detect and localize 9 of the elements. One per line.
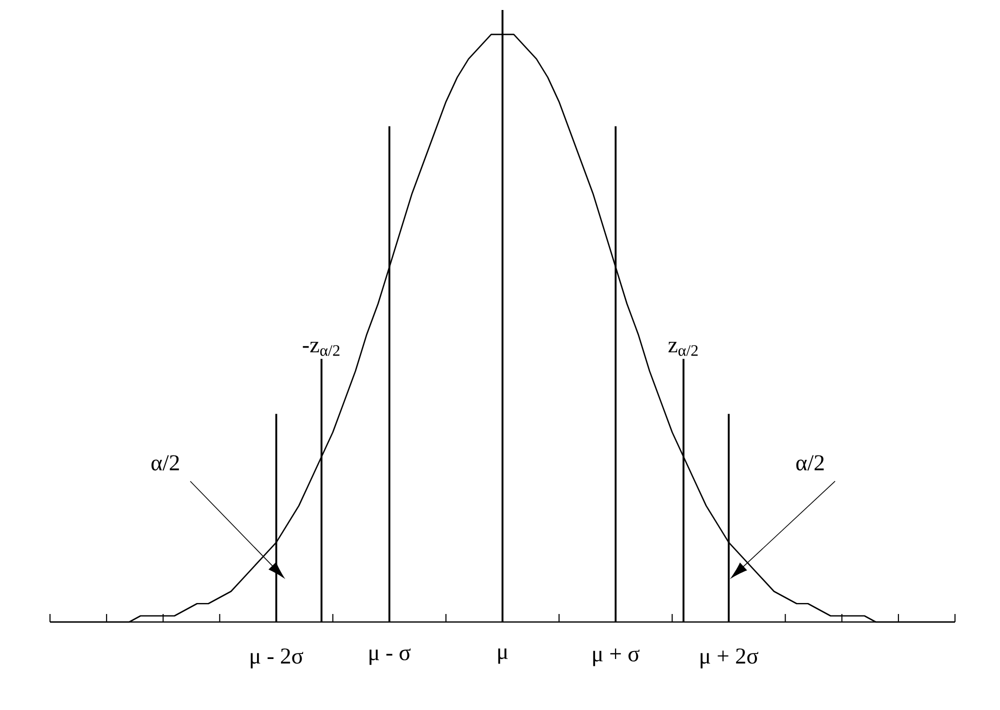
x-tick-label: μ + 2σ <box>700 648 758 668</box>
x-tick-label: μ <box>498 648 508 664</box>
annotation: -z$_{α/2}$ <box>302 342 340 356</box>
annotation: α/2 <box>152 455 179 470</box>
annotation: α/2 <box>796 455 824 470</box>
annotation: z$_{α/2}$ <box>668 342 698 356</box>
x-tick-label: μ - 2σ <box>250 648 304 668</box>
x-tick-label: μ + σ <box>593 648 640 666</box>
x-tick-label: μ - σ <box>370 648 411 665</box>
